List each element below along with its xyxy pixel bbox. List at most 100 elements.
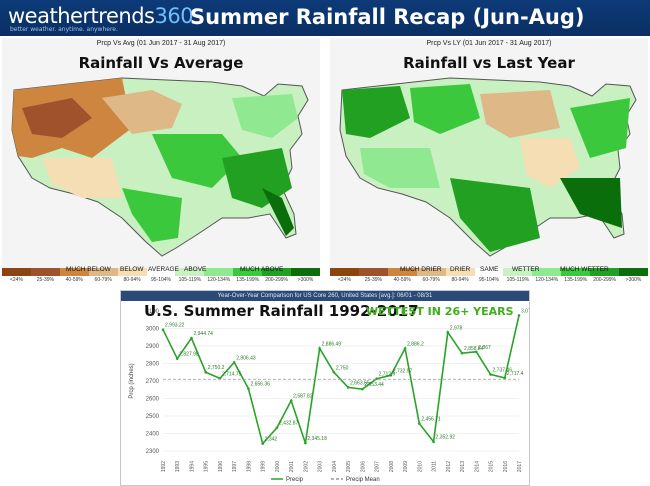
data-point [247,387,250,390]
legend-word: MUCH DRIER [400,266,442,273]
x-tick-label: 2002 [303,461,309,472]
legend-tick: 95-104% [475,277,504,283]
data-point [489,373,492,376]
data-label: 2,827.98 [179,352,199,358]
x-tick-label: 1997 [232,461,238,472]
x-tick-label: 2011 [432,461,438,472]
us-map-rainfall-vs-last-year [330,38,648,270]
data-point [333,371,336,374]
x-tick-label: 2003 [318,461,324,472]
y-tick-label: 2400 [146,432,160,438]
data-label: 2,886.2 [407,341,424,347]
legend-word: DRIER [450,266,470,273]
logo-tagline: better weather. anytime. anywhere. [10,26,118,33]
y-tick-label: 2300 [146,449,160,455]
y-tick-label: 3000 [146,327,160,333]
y-tick-label: 2600 [146,397,160,403]
data-label: 2,806.43 [236,355,256,361]
legend-tick: <24% [2,277,31,283]
legend-tick: 25-39% [31,277,60,283]
legend-tick: 135-199% [561,277,590,283]
y-tick-label: 2500 [146,414,160,420]
x-tick-label: 1999 [261,461,267,472]
data-point [204,371,207,374]
data-label: 2,732.57 [393,368,413,374]
data-label: 2,714.75 [222,371,242,377]
data-label: 2,993.22 [165,323,185,329]
legend-tick: 105-119% [503,277,532,283]
x-tick-label: 1994 [189,461,195,472]
legend-ticks: <24% 25-39% 40-59% 60-79% 80-94% 95-104% 105-1… [330,277,648,283]
x-tick-label: 2004 [332,461,338,472]
data-point [404,347,407,350]
legend-word: AVERAGE [148,266,179,273]
data-point [176,357,179,360]
data-point [375,377,378,380]
legend-tick: 40-59% [388,277,417,283]
header-bar: weathertrends360 better weather. anytime… [0,0,650,36]
legend-label: Precip [286,477,304,483]
legend-label: Precip Mean [346,477,380,483]
x-tick-label: 2017 [517,461,523,472]
x-tick-label: 1998 [246,461,252,472]
data-point [432,440,435,443]
map-title: Rainfall vs Last Year [330,54,648,72]
chart-highlight-text: WETTEST IN 26+ YEARS [366,305,514,318]
map-panel-vs-last-year: Prcp Vs LY (01 Jun 2017 - 31 Aug 2017) R… [330,38,648,270]
data-label: 2,867 [478,345,491,351]
x-tick-label: 2012 [446,461,452,472]
legend-word: BELOW [120,266,143,273]
map-panel-vs-average: Prcp Vs Avg (01 Jun 2017 - 31 Aug 2017) … [2,38,320,270]
x-tick-label: 2006 [360,461,366,472]
data-point [318,347,321,350]
y-tick-label: 2900 [146,344,160,350]
legend-ticks: <24% 25-39% 40-59% 60-79% 80-94% 95-104% 105-1… [2,277,320,283]
map-legend-vs-last-year: MUCH DRIER DRIER SAME WETTER MUCH WETTER… [330,268,648,286]
data-label: 2,750.2 [208,365,225,371]
x-tick-label: 2016 [503,461,509,472]
data-label: 2,342 [265,437,278,443]
x-tick-label: 2007 [375,461,381,472]
x-tick-label: 1992 [161,461,167,472]
data-label: 3,074.65 [521,308,529,314]
legend-tick: <24% [330,277,359,283]
legend-tick: 135-199% [233,277,262,283]
legend-tick: 40-59% [60,277,89,283]
data-point [162,328,165,331]
legend-tick: 95-104% [147,277,176,283]
data-label: 2,345.18 [307,436,327,442]
x-tick-label: 2008 [389,461,395,472]
legend-word: MUCH WETTER [560,266,609,273]
map-title: Rainfall Vs Average [2,54,320,72]
legend-tick: 80-94% [446,277,475,283]
x-tick-label: 2000 [275,461,281,472]
legend-word: WETTER [512,266,539,273]
data-label: 2,750 [336,365,349,371]
data-point [461,352,464,355]
data-point [418,422,421,425]
x-tick-label: 1996 [218,461,224,472]
data-label: 2,456.71 [421,417,441,423]
legend-tick: 80-94% [118,277,147,283]
x-tick-label: 2001 [289,461,295,472]
x-tick-label: 2013 [460,461,466,472]
legend-tick: 60-79% [89,277,118,283]
x-tick-label: 2010 [417,461,423,472]
legend-tick: 120-134% [204,277,233,283]
data-point [347,386,350,389]
data-point [361,388,364,391]
data-label: 2,432.87 [279,421,299,427]
legend-word: SAME [480,266,498,273]
legend-tick: >300% [619,277,648,283]
data-point [447,331,450,334]
x-tick-label: 2014 [474,461,480,472]
x-tick-label: 2005 [346,461,352,472]
data-point [261,442,264,445]
x-tick-label: 1993 [175,461,181,472]
data-label: 2,653.44 [364,382,384,388]
legend-tick: 105-119% [175,277,204,283]
x-tick-label: 2009 [403,461,409,472]
data-point [233,361,236,364]
chart-plot: 230024002500260027002800290030003100Prcp… [121,301,529,485]
us-map-rainfall-vs-average [2,38,320,270]
